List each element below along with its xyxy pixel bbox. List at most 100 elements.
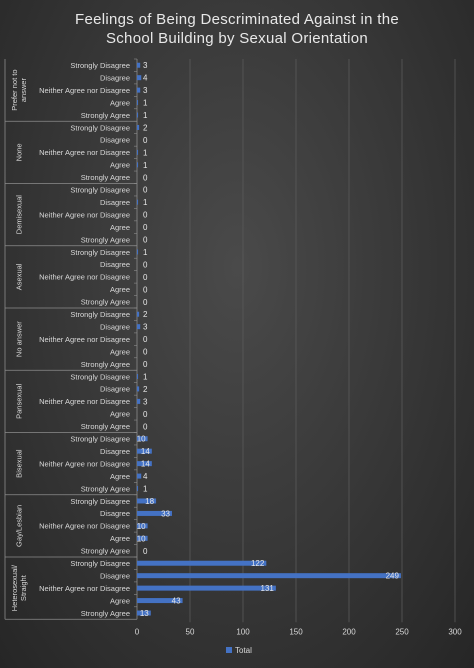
category-label: Neither Agree nor Disagree (39, 459, 130, 468)
data-label: 249 (386, 572, 400, 581)
bar (137, 373, 139, 379)
category-label: Disagree (100, 260, 130, 269)
data-label: 0 (143, 223, 148, 232)
data-label: 0 (143, 211, 148, 220)
data-label: 1 (143, 111, 148, 120)
group-label: answer (19, 78, 28, 103)
bar (137, 199, 139, 205)
data-label: 13 (140, 609, 149, 618)
bar (137, 149, 139, 155)
data-label: 1 (143, 485, 148, 494)
bar (137, 448, 152, 454)
legend-swatch (226, 647, 232, 653)
data-label: 0 (143, 298, 148, 307)
data-label: 131 (261, 584, 275, 593)
data-label: 3 (143, 397, 148, 406)
category-label: Neither Agree nor Disagree (39, 210, 130, 219)
data-label: 0 (143, 136, 148, 145)
category-label: Neither Agree nor Disagree (39, 397, 130, 406)
bar (137, 324, 141, 330)
category-label: Agree (110, 410, 130, 419)
data-label: 1 (143, 161, 148, 170)
data-label: 122 (251, 559, 265, 568)
category-label: Strongly Agree (81, 422, 130, 431)
group-label: Heterosexual/ (10, 564, 19, 611)
legend-label: Total (235, 646, 252, 655)
category-label: Strongly Agree (81, 360, 130, 369)
category-label: Neither Agree nor Disagree (39, 86, 130, 95)
category-label: Disagree (100, 136, 130, 145)
category-label: Strongly Disagree (70, 372, 130, 381)
category-label: Disagree (100, 322, 130, 331)
category-label: Strongly Disagree (70, 248, 130, 257)
data-label: 2 (143, 385, 148, 394)
category-label: Strongly Disagree (70, 61, 130, 70)
data-label: 0 (143, 410, 148, 419)
data-label: 10 (137, 522, 146, 531)
data-label: 14 (141, 447, 150, 456)
x-tick-label: 50 (186, 627, 195, 636)
data-label: 1 (143, 148, 148, 157)
data-label: 3 (143, 61, 148, 70)
category-label: Strongly Agree (81, 235, 130, 244)
category-label: Agree (110, 596, 130, 605)
bar (137, 535, 148, 541)
category-label: Strongly Agree (81, 173, 130, 182)
data-label: 1 (143, 198, 148, 207)
category-label: Agree (110, 285, 130, 294)
category-label: Agree (110, 223, 130, 232)
data-label: 18 (145, 497, 154, 506)
data-label: 1 (143, 372, 148, 381)
data-label: 3 (143, 323, 148, 332)
x-tick-label: 0 (135, 627, 140, 636)
chart-title-line-1: Feelings of Being Descriminated Against … (75, 11, 399, 28)
bar (137, 249, 139, 255)
bar (137, 498, 157, 504)
category-label: Disagree (100, 571, 130, 580)
bar (137, 585, 276, 591)
bar (137, 124, 140, 130)
category-label: Disagree (100, 509, 130, 518)
data-label: 1 (143, 99, 148, 108)
bar (137, 398, 141, 404)
chart-title-line-2: School Building by Sexual Orientation (105, 30, 369, 47)
bar (137, 386, 140, 392)
bar (137, 510, 172, 516)
bar (137, 523, 148, 529)
group-label: Bisexual (15, 449, 24, 478)
bar (137, 560, 267, 566)
data-label: 3 (143, 86, 148, 95)
group-label: None (15, 143, 24, 161)
category-label: Strongly Agree (81, 111, 130, 120)
bar (137, 461, 152, 467)
data-label: 0 (143, 335, 148, 344)
x-tick-label: 150 (289, 627, 303, 636)
category-label: Disagree (100, 447, 130, 456)
category-label: Strongly Disagree (70, 497, 130, 506)
group-label: Gay/Lesbian (15, 505, 24, 547)
bar (137, 100, 139, 106)
group-label: Straight (19, 574, 28, 601)
category-label: Neither Agree nor Disagree (39, 148, 130, 157)
bar (137, 486, 139, 492)
data-label: 0 (143, 186, 148, 195)
bar (137, 87, 141, 93)
bar (137, 610, 151, 616)
category-label: Strongly Agree (81, 298, 130, 307)
category-label: Strongly Disagree (70, 559, 130, 568)
category-label: Agree (110, 472, 130, 481)
category-label: Disagree (100, 73, 130, 82)
data-label: 0 (143, 236, 148, 245)
category-label: Agree (110, 161, 130, 170)
data-label: 0 (143, 422, 148, 431)
data-label: 0 (143, 273, 148, 282)
category-label: Strongly Disagree (70, 123, 130, 132)
data-label: 4 (143, 74, 148, 83)
category-label: Strongly Agree (81, 484, 130, 493)
data-label: 10 (137, 534, 146, 543)
x-tick-label: 300 (448, 627, 462, 636)
category-label: Neither Agree nor Disagree (39, 273, 130, 282)
group-label: No answer (15, 321, 24, 357)
